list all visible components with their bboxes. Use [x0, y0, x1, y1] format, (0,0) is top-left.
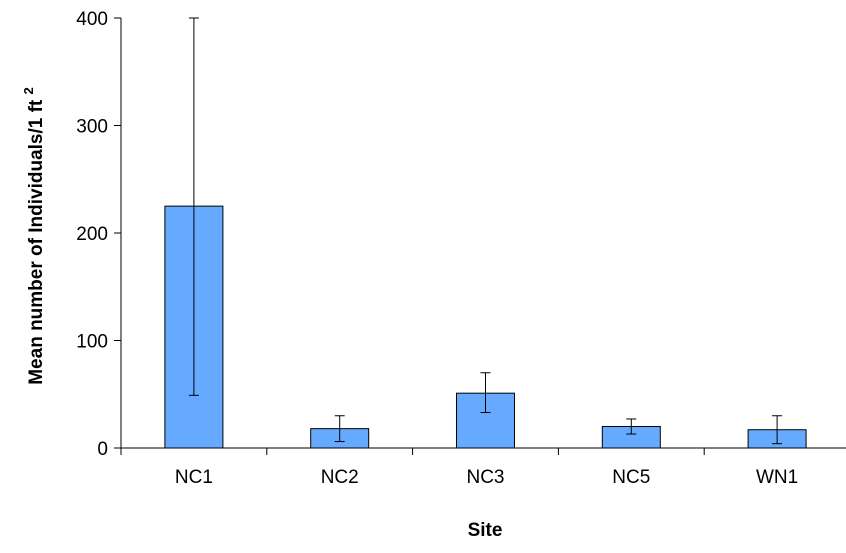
y-tick-label: 200 — [76, 224, 108, 245]
x-tick-label: NC1 — [175, 467, 213, 488]
y-axis-title: Mean number of Individuals/1 ft 2 — [21, 87, 47, 385]
x-tick-label: NC5 — [612, 467, 650, 488]
error-bars-layer — [188, 17, 783, 445]
y-tick-label: 0 — [97, 439, 108, 460]
x-ticks-layer: NC1 NC2 NC3 NC5 WN1 — [120, 448, 798, 488]
x-tick-label: NC3 — [466, 467, 504, 488]
y-tick-label: 300 — [76, 117, 108, 138]
y-axis-title-text: Mean number of Individuals/1 ft — [26, 99, 47, 385]
y-tick-label: 400 — [76, 9, 108, 30]
x-tick-label: WN1 — [756, 467, 798, 488]
x-axis-title: Site — [468, 520, 503, 541]
y-axis-title-superscript: 2 — [21, 87, 36, 94]
y-ticks-layer: 0 100 200 300 400 — [76, 9, 121, 460]
x-tick-label: NC2 — [321, 467, 359, 488]
y-tick-label: 100 — [76, 332, 108, 353]
